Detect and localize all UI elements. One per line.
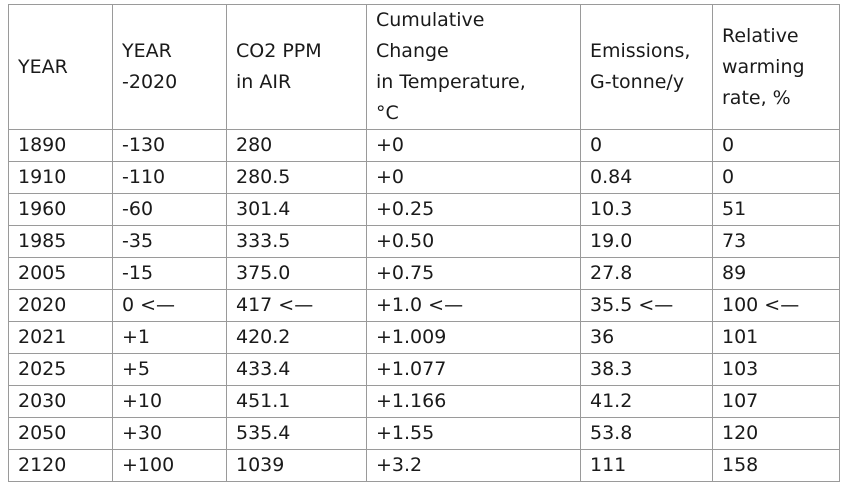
table-cell: 2005	[8, 257, 113, 290]
table-row: 2005 -15 375.0 +0.75 27.8 89	[8, 257, 840, 290]
table-cell: +0.75	[366, 257, 581, 290]
table-cell: 1039	[226, 449, 367, 482]
table-cell: -60	[112, 193, 227, 226]
table-row: 2030 +10 451.1 +1.166 41.2 107	[8, 385, 840, 418]
header-cell: YEAR	[8, 4, 113, 130]
table-row: 2050 +30 535.4 +1.55 53.8 120	[8, 417, 840, 450]
table-cell: 1910	[8, 161, 113, 194]
table-cell: +0	[366, 161, 581, 194]
table-row: 1890 -130 280 +0 0 0	[8, 129, 840, 162]
table-cell: 89	[712, 257, 840, 290]
table-cell: 19.0	[580, 225, 713, 258]
table-row: 1985 -35 333.5 +0.50 19.0 73	[8, 225, 840, 258]
table-body: 1890 -130 280 +0 0 0 1910 -110 280.5 +0 0.84 0 1960-…	[8, 129, 840, 482]
header-cell: YEAR -2020	[112, 4, 227, 130]
table-cell: -130	[112, 129, 227, 162]
table-cell: +1.009	[366, 321, 581, 354]
header-cell: CO2 PPM in AIR	[226, 4, 367, 130]
table-cell: -35	[112, 225, 227, 258]
table-cell: 10.3	[580, 193, 713, 226]
table-cell: +0.25	[366, 193, 581, 226]
table-row: 1960 -60 301.4 +0.25 10.3 51	[8, 193, 840, 226]
table-cell: 1985	[8, 225, 113, 258]
table-cell: 1890	[8, 129, 113, 162]
table-cell: 535.4	[226, 417, 367, 450]
table-cell: +10	[112, 385, 227, 418]
table-cell: 333.5	[226, 225, 367, 258]
table-cell: 0.84	[580, 161, 713, 194]
table-cell: +100	[112, 449, 227, 482]
table-cell: 36	[580, 321, 713, 354]
table-cell: 0	[712, 161, 840, 194]
table-cell: 35.5 <—	[580, 289, 713, 322]
table-row: 1910 -110 280.5 +0 0.84 0	[8, 161, 840, 194]
table-cell: 420.2	[226, 321, 367, 354]
table-cell: 53.8	[580, 417, 713, 450]
table-cell: 280	[226, 129, 367, 162]
table-cell: 1960	[8, 193, 113, 226]
header-cell: Relative warming rate, %	[712, 4, 840, 130]
table-cell: 73	[712, 225, 840, 258]
table-cell: +0.50	[366, 225, 581, 258]
table-cell: +3.2	[366, 449, 581, 482]
table-cell: 101	[712, 321, 840, 354]
table-cell: 451.1	[226, 385, 367, 418]
table-cell: 103	[712, 353, 840, 386]
table-cell: 2021	[8, 321, 113, 354]
table-cell: 158	[712, 449, 840, 482]
header-cell: Emissions, G-tonne/y	[580, 4, 713, 130]
table-row: 2025 +5 433.4 +1.077 38.3 103	[8, 353, 840, 386]
table-row: 2020 0 <— 417 <— +1.0 <— 35.5 <— 100 <—	[8, 289, 840, 322]
table-cell: +30	[112, 417, 227, 450]
table-cell: 433.4	[226, 353, 367, 386]
table-cell: +1	[112, 321, 227, 354]
table-cell: +5	[112, 353, 227, 386]
table-cell: 0	[712, 129, 840, 162]
table-cell: -110	[112, 161, 227, 194]
table-cell: +0	[366, 129, 581, 162]
table-cell: +1.55	[366, 417, 581, 450]
table-cell: -15	[112, 257, 227, 290]
table-cell: 2020	[8, 289, 113, 322]
table-cell: 27.8	[580, 257, 713, 290]
table-cell: 375.0	[226, 257, 367, 290]
table-row: 2120 +100 1039 +3.2 111 158	[8, 449, 840, 482]
table-cell: 0 <—	[112, 289, 227, 322]
table-cell: +1.077	[366, 353, 581, 386]
table-cell: 2050	[8, 417, 113, 450]
table-row: 2021 +1 420.2 +1.009 36 101	[8, 321, 840, 354]
table-cell: 111	[580, 449, 713, 482]
header-row: YEAR YEAR -2020 CO2 PPM in AIR Cumulative C…	[8, 4, 840, 130]
table-cell: 301.4	[226, 193, 367, 226]
table-cell: 0	[580, 129, 713, 162]
table-cell: 51	[712, 193, 840, 226]
data-table: YEAR YEAR -2020 CO2 PPM in AIR Cumulative C…	[8, 4, 840, 482]
table-cell: 38.3	[580, 353, 713, 386]
table-cell: 120	[712, 417, 840, 450]
table-cell: 100 <—	[712, 289, 840, 322]
table-cell: 2025	[8, 353, 113, 386]
table-cell: 280.5	[226, 161, 367, 194]
table-cell: 417 <—	[226, 289, 367, 322]
header-cell: Cumulative Change in Temperature, °C	[366, 4, 581, 130]
table-cell: +1.166	[366, 385, 581, 418]
table-cell: 2120	[8, 449, 113, 482]
table-cell: +1.0 <—	[366, 289, 581, 322]
table-cell: 107	[712, 385, 840, 418]
table-cell: 41.2	[580, 385, 713, 418]
table-cell: 2030	[8, 385, 113, 418]
